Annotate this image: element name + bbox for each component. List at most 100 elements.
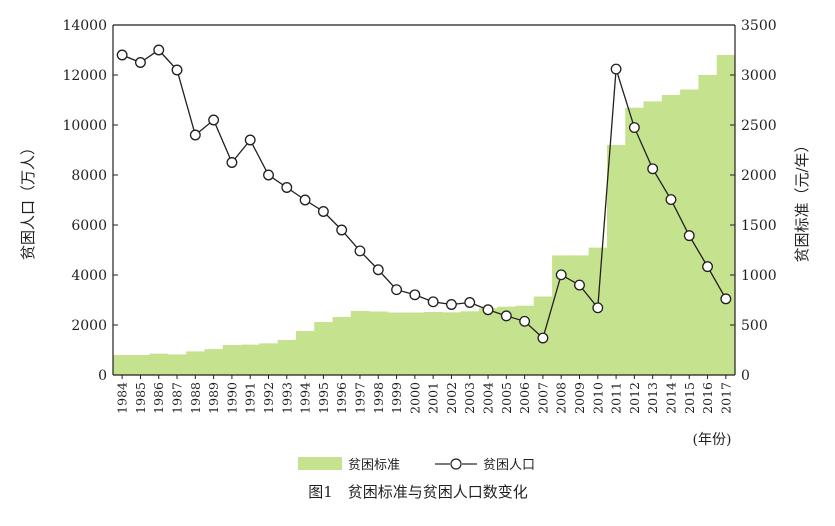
- y-left-tick-label: 10000: [62, 118, 107, 134]
- x-tick-label-1987: 1987: [170, 382, 185, 414]
- standard-bar-1997: [350, 311, 370, 375]
- x-tick-label-2003: 2003: [462, 382, 477, 414]
- y-left-tick-label: 4000: [71, 268, 107, 284]
- population-point-1984: [116, 49, 128, 61]
- x-tick-label-1990: 1990: [224, 382, 239, 414]
- standard-bar-2012: [625, 107, 644, 375]
- population-point-1990: [226, 157, 238, 168]
- x-tick-label-2016: 2016: [700, 382, 715, 414]
- population-point-2013: [647, 163, 659, 175]
- standard-bar-1993: [277, 340, 297, 375]
- population-point-1995: [317, 206, 329, 217]
- population-line-layer: [116, 44, 732, 344]
- standard-bar-1989: [204, 349, 224, 375]
- population-point-1985: [134, 57, 146, 68]
- population-point-2005: [500, 310, 512, 322]
- y-right-axis-label: 贫困标准（元/年）: [793, 137, 811, 262]
- population-point-2006: [519, 315, 531, 327]
- y-left-tick-label: 0: [98, 368, 107, 384]
- x-tick-label-2006: 2006: [517, 382, 532, 414]
- standard-bar-1992: [259, 343, 279, 375]
- x-tick-label-1991: 1991: [243, 382, 258, 414]
- standard-bar-1985: [131, 355, 150, 375]
- standard-bar-1994: [295, 331, 315, 375]
- legend: 贫困标准 贫困人口: [298, 457, 535, 473]
- standard-bar-1988: [186, 351, 205, 375]
- y-right-tick-label: 500: [741, 318, 768, 334]
- population-point-2014: [665, 194, 677, 206]
- legend-line-marker: [450, 458, 462, 470]
- x-tick-label-2007: 2007: [535, 382, 550, 414]
- y-right-tick-label: 1000: [741, 268, 777, 284]
- population-point-2017: [720, 293, 732, 305]
- population-point-2008: [555, 269, 567, 281]
- x-tick-label-2012: 2012: [627, 382, 642, 414]
- population-point-1994: [299, 194, 311, 206]
- y-left-tick-label: 14000: [62, 18, 107, 34]
- x-tick-label-1992: 1992: [261, 382, 276, 414]
- x-tick-label-2009: 2009: [572, 382, 587, 414]
- x-tick-label-1986: 1986: [151, 382, 166, 414]
- x-tick-label-2017: 2017: [718, 382, 733, 414]
- legend-bar-swatch: [298, 457, 342, 470]
- x-tick-label-2000: 2000: [407, 382, 422, 414]
- standard-bar-1991: [241, 344, 260, 375]
- standard-bar-2004: [478, 308, 498, 375]
- population-point-2000: [409, 289, 421, 301]
- x-tick-label-1996: 1996: [334, 382, 349, 414]
- standard-bar-1999: [387, 312, 407, 375]
- y-right-tick-label: 2000: [741, 168, 777, 184]
- x-tick-label-1995: 1995: [316, 382, 331, 414]
- x-axis-unit-label: (年份): [693, 432, 732, 448]
- standard-bar-2005: [497, 306, 516, 375]
- population-point-2011: [610, 63, 622, 75]
- x-tick-label-2002: 2002: [444, 382, 459, 414]
- y-right-tick-label: 2500: [741, 118, 777, 134]
- x-tick-label-1988: 1988: [188, 382, 203, 414]
- x-tick-label-1999: 1999: [389, 382, 404, 414]
- x-tick-label-1985: 1985: [133, 382, 148, 414]
- population-point-1997: [354, 245, 366, 257]
- population-point-1987: [171, 64, 183, 76]
- standard-bar-1987: [167, 354, 187, 375]
- y-left-tick-label: 12000: [62, 68, 107, 84]
- population-point-2009: [574, 279, 585, 291]
- standard-bar-1984: [113, 355, 132, 375]
- standard-bar-1998: [369, 311, 388, 375]
- y-right-tick-label: 1500: [741, 218, 777, 234]
- population-point-2016: [702, 261, 714, 273]
- y-left-tick-label: 6000: [71, 218, 107, 234]
- standard-bar-2002: [442, 312, 461, 375]
- legend-bar-label: 贫困标准: [348, 457, 400, 473]
- population-point-1999: [391, 284, 403, 296]
- population-point-1986: [153, 44, 165, 56]
- chart-title: 图1 贫困标准与贫困人口数变化: [308, 483, 528, 501]
- population-point-2003: [464, 297, 476, 308]
- standard-bar-2008: [552, 255, 571, 375]
- population-point-2002: [445, 299, 457, 310]
- standard-bars-layer: [113, 55, 736, 376]
- x-tick-label-2008: 2008: [554, 382, 569, 414]
- x-tick-label-2005: 2005: [499, 382, 514, 414]
- legend-line-label: 贫困人口: [483, 457, 535, 473]
- population-point-1996: [336, 224, 348, 236]
- population-point-1998: [372, 264, 384, 276]
- standard-bar-2013: [643, 101, 663, 376]
- population-point-1991: [244, 134, 256, 146]
- x-tick-label-2014: 2014: [663, 382, 678, 414]
- x-tick-label-2004: 2004: [481, 382, 496, 414]
- y-left-tick-label: 8000: [71, 168, 107, 184]
- y-right-tick-label: 3000: [741, 68, 777, 84]
- x-tick-label-1984: 1984: [115, 382, 130, 414]
- standard-bar-2000: [405, 312, 425, 375]
- x-tick-label-1989: 1989: [206, 382, 221, 414]
- population-point-1989: [208, 114, 220, 126]
- x-tick-label-2011: 2011: [609, 382, 624, 414]
- x-tick-label-2001: 2001: [426, 382, 441, 414]
- x-tick-label-2010: 2010: [590, 382, 605, 414]
- x-tick-label-2015: 2015: [682, 382, 697, 414]
- standard-bar-2014: [661, 95, 681, 375]
- y-left-axis-label: 贫困人口（万人）: [19, 140, 37, 260]
- standard-bar-1986: [149, 353, 169, 375]
